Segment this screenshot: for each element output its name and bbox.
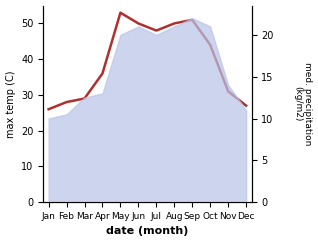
Y-axis label: med. precipitation
(kg/m2): med. precipitation (kg/m2) <box>293 62 313 145</box>
Y-axis label: max temp (C): max temp (C) <box>5 70 16 138</box>
X-axis label: date (month): date (month) <box>106 227 189 236</box>
